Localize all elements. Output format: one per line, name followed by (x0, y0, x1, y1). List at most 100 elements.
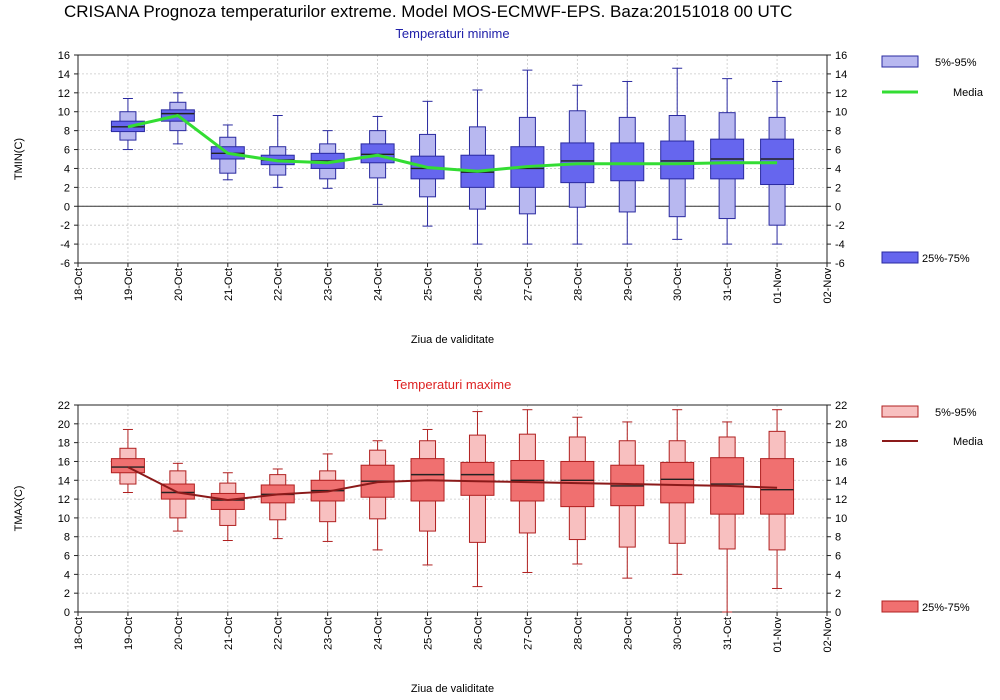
tmax-box-28-Oct (560, 416, 595, 565)
y-tick-label-right: 0 (835, 201, 841, 213)
x-tick-label: 23-Oct (323, 617, 335, 650)
tmin-y-axis-label: TMIN(C) (13, 138, 25, 180)
y-tick-label: 16 (58, 50, 70, 62)
y-tick-label-right: 14 (835, 475, 847, 487)
tmax-box-20-Oct (160, 462, 195, 532)
x-tick-label: 31-Oct (722, 617, 734, 650)
legend-label-5-95: 5%-95% (935, 57, 977, 69)
legend-swatch-5-95 (881, 405, 919, 418)
y-tick-label-right: 18 (835, 438, 847, 450)
y-tick-label-right: 10 (835, 513, 847, 525)
y-tick-label: 12 (58, 494, 70, 506)
legend-swatch-25-75 (881, 251, 919, 264)
y-tick-label-right: -2 (835, 220, 845, 232)
y-tick-label: 4 (64, 163, 70, 175)
x-tick-label: 27-Oct (522, 268, 534, 301)
x-tick-label: 30-Oct (672, 617, 684, 650)
y-tick-label: 2 (64, 182, 70, 194)
y-tick-label: -2 (60, 220, 70, 232)
tmax-box-19-Oct (110, 428, 145, 494)
y-tick-label: 10 (58, 107, 70, 119)
tmax-box-01-Nov (760, 409, 795, 589)
y-tick-label: 4 (64, 569, 70, 581)
tmin-box-31-Oct (710, 78, 745, 245)
plot-frame (77, 404, 828, 613)
x-tick-label: 25-Oct (423, 617, 435, 650)
tmax-box-23-Oct (310, 453, 345, 542)
x-tick-label: 29-Oct (622, 617, 634, 650)
x-tick-label: 29-Oct (622, 268, 634, 301)
y-tick-label: 10 (58, 513, 70, 525)
x-tick-label: 18-Oct (73, 268, 85, 301)
plot-frame (77, 54, 828, 264)
y-tick-label-right: 20 (835, 419, 847, 431)
y-tick-label: 0 (64, 607, 70, 619)
y-tick-label: 14 (58, 475, 70, 487)
box-25-75 (360, 143, 395, 164)
x-tick-label: 25-Oct (423, 268, 435, 301)
x-tick-label: 27-Oct (522, 617, 534, 650)
tmax-box-24-Oct (360, 440, 395, 551)
page-title: CRISANA Prognoza temperaturilor extreme.… (64, 2, 793, 21)
tmax-box-27-Oct (510, 409, 545, 573)
tmin-box-26-Oct (460, 89, 495, 245)
x-tick-label: 19-Oct (123, 268, 135, 301)
tmin-box-30-Oct (660, 67, 695, 240)
y-tick-label: 0 (64, 201, 70, 213)
y-tick-label-right: 2 (835, 588, 841, 600)
y-tick-label-right: 6 (835, 145, 841, 157)
legend-label-25-75: 25%-75% (922, 602, 970, 614)
y-tick-label: 18 (58, 438, 70, 450)
y-tick-label: 6 (64, 145, 70, 157)
x-tick-label: 30-Oct (672, 268, 684, 301)
y-tick-label-right: 10 (835, 107, 847, 119)
tmax-box-31-Oct (710, 421, 745, 613)
legend-label-media: Media (953, 436, 984, 448)
x-tick-label: 19-Oct (123, 617, 135, 650)
box-25-75 (110, 458, 145, 474)
tmin-legend: 5%-95% Media 25%-75% (881, 55, 984, 265)
x-tick-label: 01-Nov (772, 617, 784, 653)
tmax-box-21-Oct (210, 472, 245, 541)
y-tick-label-right: 8 (835, 532, 841, 544)
y-tick-label: -4 (60, 239, 70, 251)
y-tick-label-right: 4 (835, 163, 841, 175)
tmax-box-30-Oct (660, 409, 695, 575)
tmin-box-24-Oct (360, 115, 395, 205)
x-tick-label: 02-Nov (822, 617, 834, 653)
tmin-box-23-Oct (310, 130, 345, 189)
x-tick-label: 01-Nov (772, 268, 784, 304)
x-tick-label: 02-Nov (822, 268, 834, 304)
tmin-box-25-Oct (410, 100, 445, 227)
y-tick-label: 16 (58, 456, 70, 468)
tmax-media-line (127, 466, 778, 502)
x-tick-label: 28-Oct (572, 268, 584, 301)
tmin-media-line (127, 114, 778, 173)
tmin-chart: Temperaturi minime -6 -6 -4 -4 -2 -2 0 0 2 2 4 4 6 6 8 8… (13, 26, 984, 346)
tmax-x-axis-label: Ziua de validitate (411, 683, 494, 695)
tmin-box-22-Oct (260, 115, 295, 188)
legend-label-5-95: 5%-95% (935, 407, 977, 419)
tmax-box-29-Oct (610, 421, 645, 579)
box-25-75 (660, 461, 695, 504)
y-tick-label-right: 6 (835, 551, 841, 563)
box-25-75 (210, 492, 245, 510)
x-tick-label: 20-Oct (173, 268, 185, 301)
y-tick-label-right: 12 (835, 88, 847, 100)
x-tick-label: 23-Oct (323, 268, 335, 301)
y-tick-label-right: 4 (835, 569, 841, 581)
y-tick-label: 8 (64, 532, 70, 544)
tmax-legend: 5%-95% Media 25%-75% (881, 405, 984, 614)
y-tick-label-right: 14 (835, 69, 847, 81)
box-25-75 (610, 142, 645, 182)
y-tick-label-right: 16 (835, 456, 847, 468)
legend-swatch-25-75 (881, 600, 919, 613)
legend-swatch-5-95 (881, 55, 919, 68)
x-tick-label: 21-Oct (223, 617, 235, 650)
y-tick-label: 6 (64, 551, 70, 563)
x-tick-label: 21-Oct (223, 268, 235, 301)
x-tick-label: 28-Oct (572, 617, 584, 650)
y-tick-label-right: 0 (835, 607, 841, 619)
y-tick-label-right: 16 (835, 50, 847, 62)
tmax-box-25-Oct (410, 428, 445, 566)
